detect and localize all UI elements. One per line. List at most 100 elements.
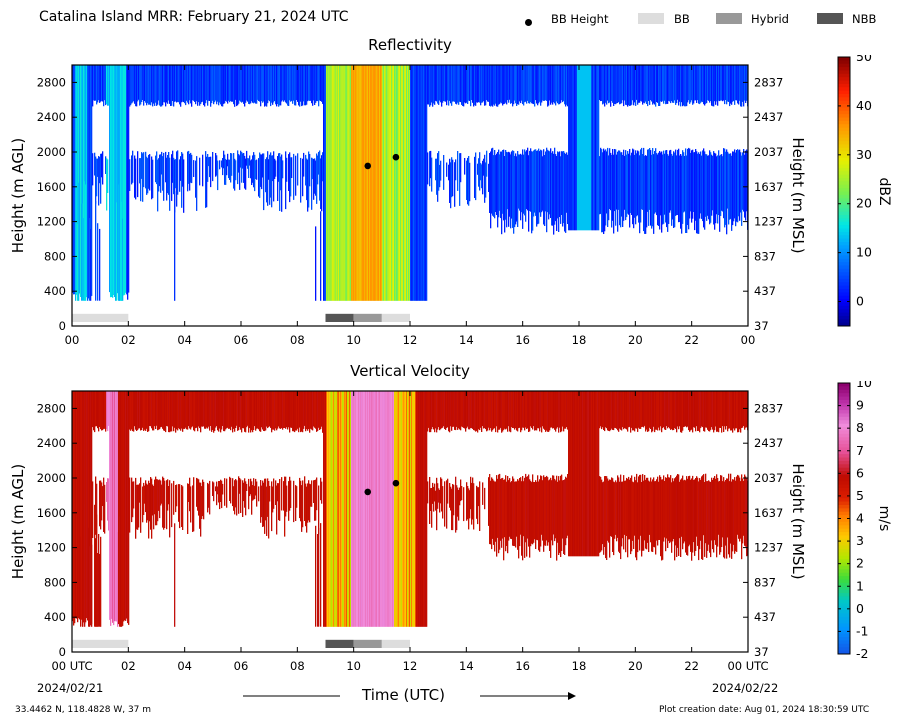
refl-cell bbox=[729, 65, 731, 107]
refl-cell bbox=[332, 65, 334, 301]
refl-cell bbox=[739, 65, 741, 101]
vel-cell bbox=[220, 479, 222, 502]
vel-cell bbox=[337, 391, 339, 627]
vel-cell bbox=[177, 391, 179, 431]
vel-cell bbox=[500, 391, 502, 428]
vel-cell bbox=[564, 479, 566, 555]
refl-cell bbox=[621, 152, 623, 217]
vel-cell bbox=[552, 391, 554, 429]
refl-cell bbox=[175, 65, 177, 102]
refl-cell bbox=[297, 153, 299, 186]
refl-cell bbox=[544, 65, 546, 101]
refl-cell bbox=[270, 152, 272, 198]
refl-cell bbox=[630, 65, 632, 106]
colorbar-cell bbox=[838, 130, 850, 135]
refl-cell bbox=[565, 65, 567, 107]
refl-cell bbox=[282, 65, 284, 101]
refl-cell bbox=[263, 153, 265, 211]
refl-cell bbox=[444, 65, 446, 102]
vel-cell bbox=[653, 391, 655, 427]
refl-cell bbox=[231, 153, 233, 176]
refl-cell bbox=[561, 65, 563, 101]
vel-cell bbox=[145, 391, 147, 431]
y-tick-label: 2400 bbox=[37, 436, 66, 450]
vel-cell bbox=[331, 391, 333, 627]
vel-cell bbox=[609, 479, 611, 558]
vel-cell bbox=[653, 477, 655, 547]
refl-cell bbox=[580, 65, 582, 231]
refl-cell bbox=[187, 151, 189, 192]
vel-cell bbox=[475, 391, 477, 432]
vel-cell bbox=[655, 481, 657, 555]
colorbar-cell bbox=[838, 241, 850, 246]
vel-cell bbox=[201, 391, 203, 427]
vel-cell bbox=[185, 391, 187, 428]
vel-cell bbox=[629, 479, 631, 540]
colorbar-cell bbox=[838, 87, 850, 92]
vel-cell bbox=[143, 482, 145, 515]
vel-cell bbox=[510, 391, 512, 433]
vel-cell bbox=[302, 480, 304, 528]
vel-cell bbox=[296, 486, 298, 508]
vel-cell bbox=[684, 391, 686, 427]
vel-cell bbox=[121, 391, 123, 627]
colorbar-cell bbox=[838, 295, 850, 300]
refl-cell bbox=[622, 65, 624, 101]
refl-cell bbox=[606, 151, 608, 214]
vel-cell bbox=[335, 391, 337, 627]
colorbar-cell bbox=[838, 410, 850, 414]
refl-cell bbox=[295, 65, 297, 106]
vel-cell bbox=[638, 476, 640, 540]
refl-cell bbox=[533, 150, 535, 217]
refl-cell bbox=[320, 158, 322, 210]
colorbar-cell bbox=[838, 211, 850, 216]
vel-cell bbox=[648, 391, 650, 432]
refl-cell bbox=[107, 159, 109, 193]
colorbar-cell bbox=[838, 67, 850, 71]
x-tick-label: 00 bbox=[65, 333, 80, 347]
refl-cell bbox=[438, 65, 440, 105]
refl-cell bbox=[442, 65, 444, 103]
time-arrow bbox=[243, 692, 576, 700]
refl-cell bbox=[335, 65, 337, 301]
refl-cell bbox=[437, 153, 439, 202]
refl-cell bbox=[525, 65, 527, 102]
vel-cell bbox=[673, 481, 675, 539]
refl-cell bbox=[553, 65, 555, 103]
refl-cell bbox=[124, 65, 126, 295]
vel-cell bbox=[308, 391, 310, 429]
vel-cell bbox=[418, 391, 420, 627]
refl-cell bbox=[634, 154, 636, 218]
vel-cell bbox=[223, 391, 225, 432]
refl-cell bbox=[115, 189, 117, 301]
vel-cell bbox=[188, 484, 190, 502]
vel-cell bbox=[613, 391, 615, 431]
refl-cell bbox=[523, 154, 525, 214]
velocity-chart: 00 UTC 02 04 06 08 10 12 14 16 18 20 22 00 UTC040080… bbox=[9, 381, 892, 673]
refl-cell bbox=[735, 65, 737, 101]
refl-cell bbox=[654, 65, 656, 105]
vel-cell bbox=[366, 391, 368, 627]
vel-cell bbox=[160, 391, 162, 428]
refl-cell bbox=[265, 65, 267, 106]
vel-cell bbox=[539, 479, 541, 552]
refl-cell bbox=[717, 155, 719, 224]
vel-cell bbox=[432, 482, 434, 504]
refl-cell bbox=[715, 153, 717, 224]
refl-cell bbox=[309, 154, 311, 187]
vel-cell bbox=[662, 391, 664, 429]
colorbar-cell bbox=[838, 491, 850, 496]
refl-cell bbox=[522, 149, 524, 229]
refl-cell bbox=[507, 152, 509, 210]
vel-cell bbox=[487, 391, 489, 431]
vel-cell bbox=[549, 391, 551, 431]
vel-cell bbox=[258, 486, 260, 502]
colorbar-cell bbox=[838, 399, 850, 404]
refl-cell bbox=[209, 156, 211, 178]
refl-cell bbox=[458, 65, 460, 105]
refl-cell bbox=[449, 65, 451, 101]
vel-cell bbox=[388, 391, 390, 627]
refl-cell bbox=[372, 65, 374, 301]
vel-cell bbox=[142, 391, 144, 428]
refl-cell bbox=[96, 65, 98, 105]
